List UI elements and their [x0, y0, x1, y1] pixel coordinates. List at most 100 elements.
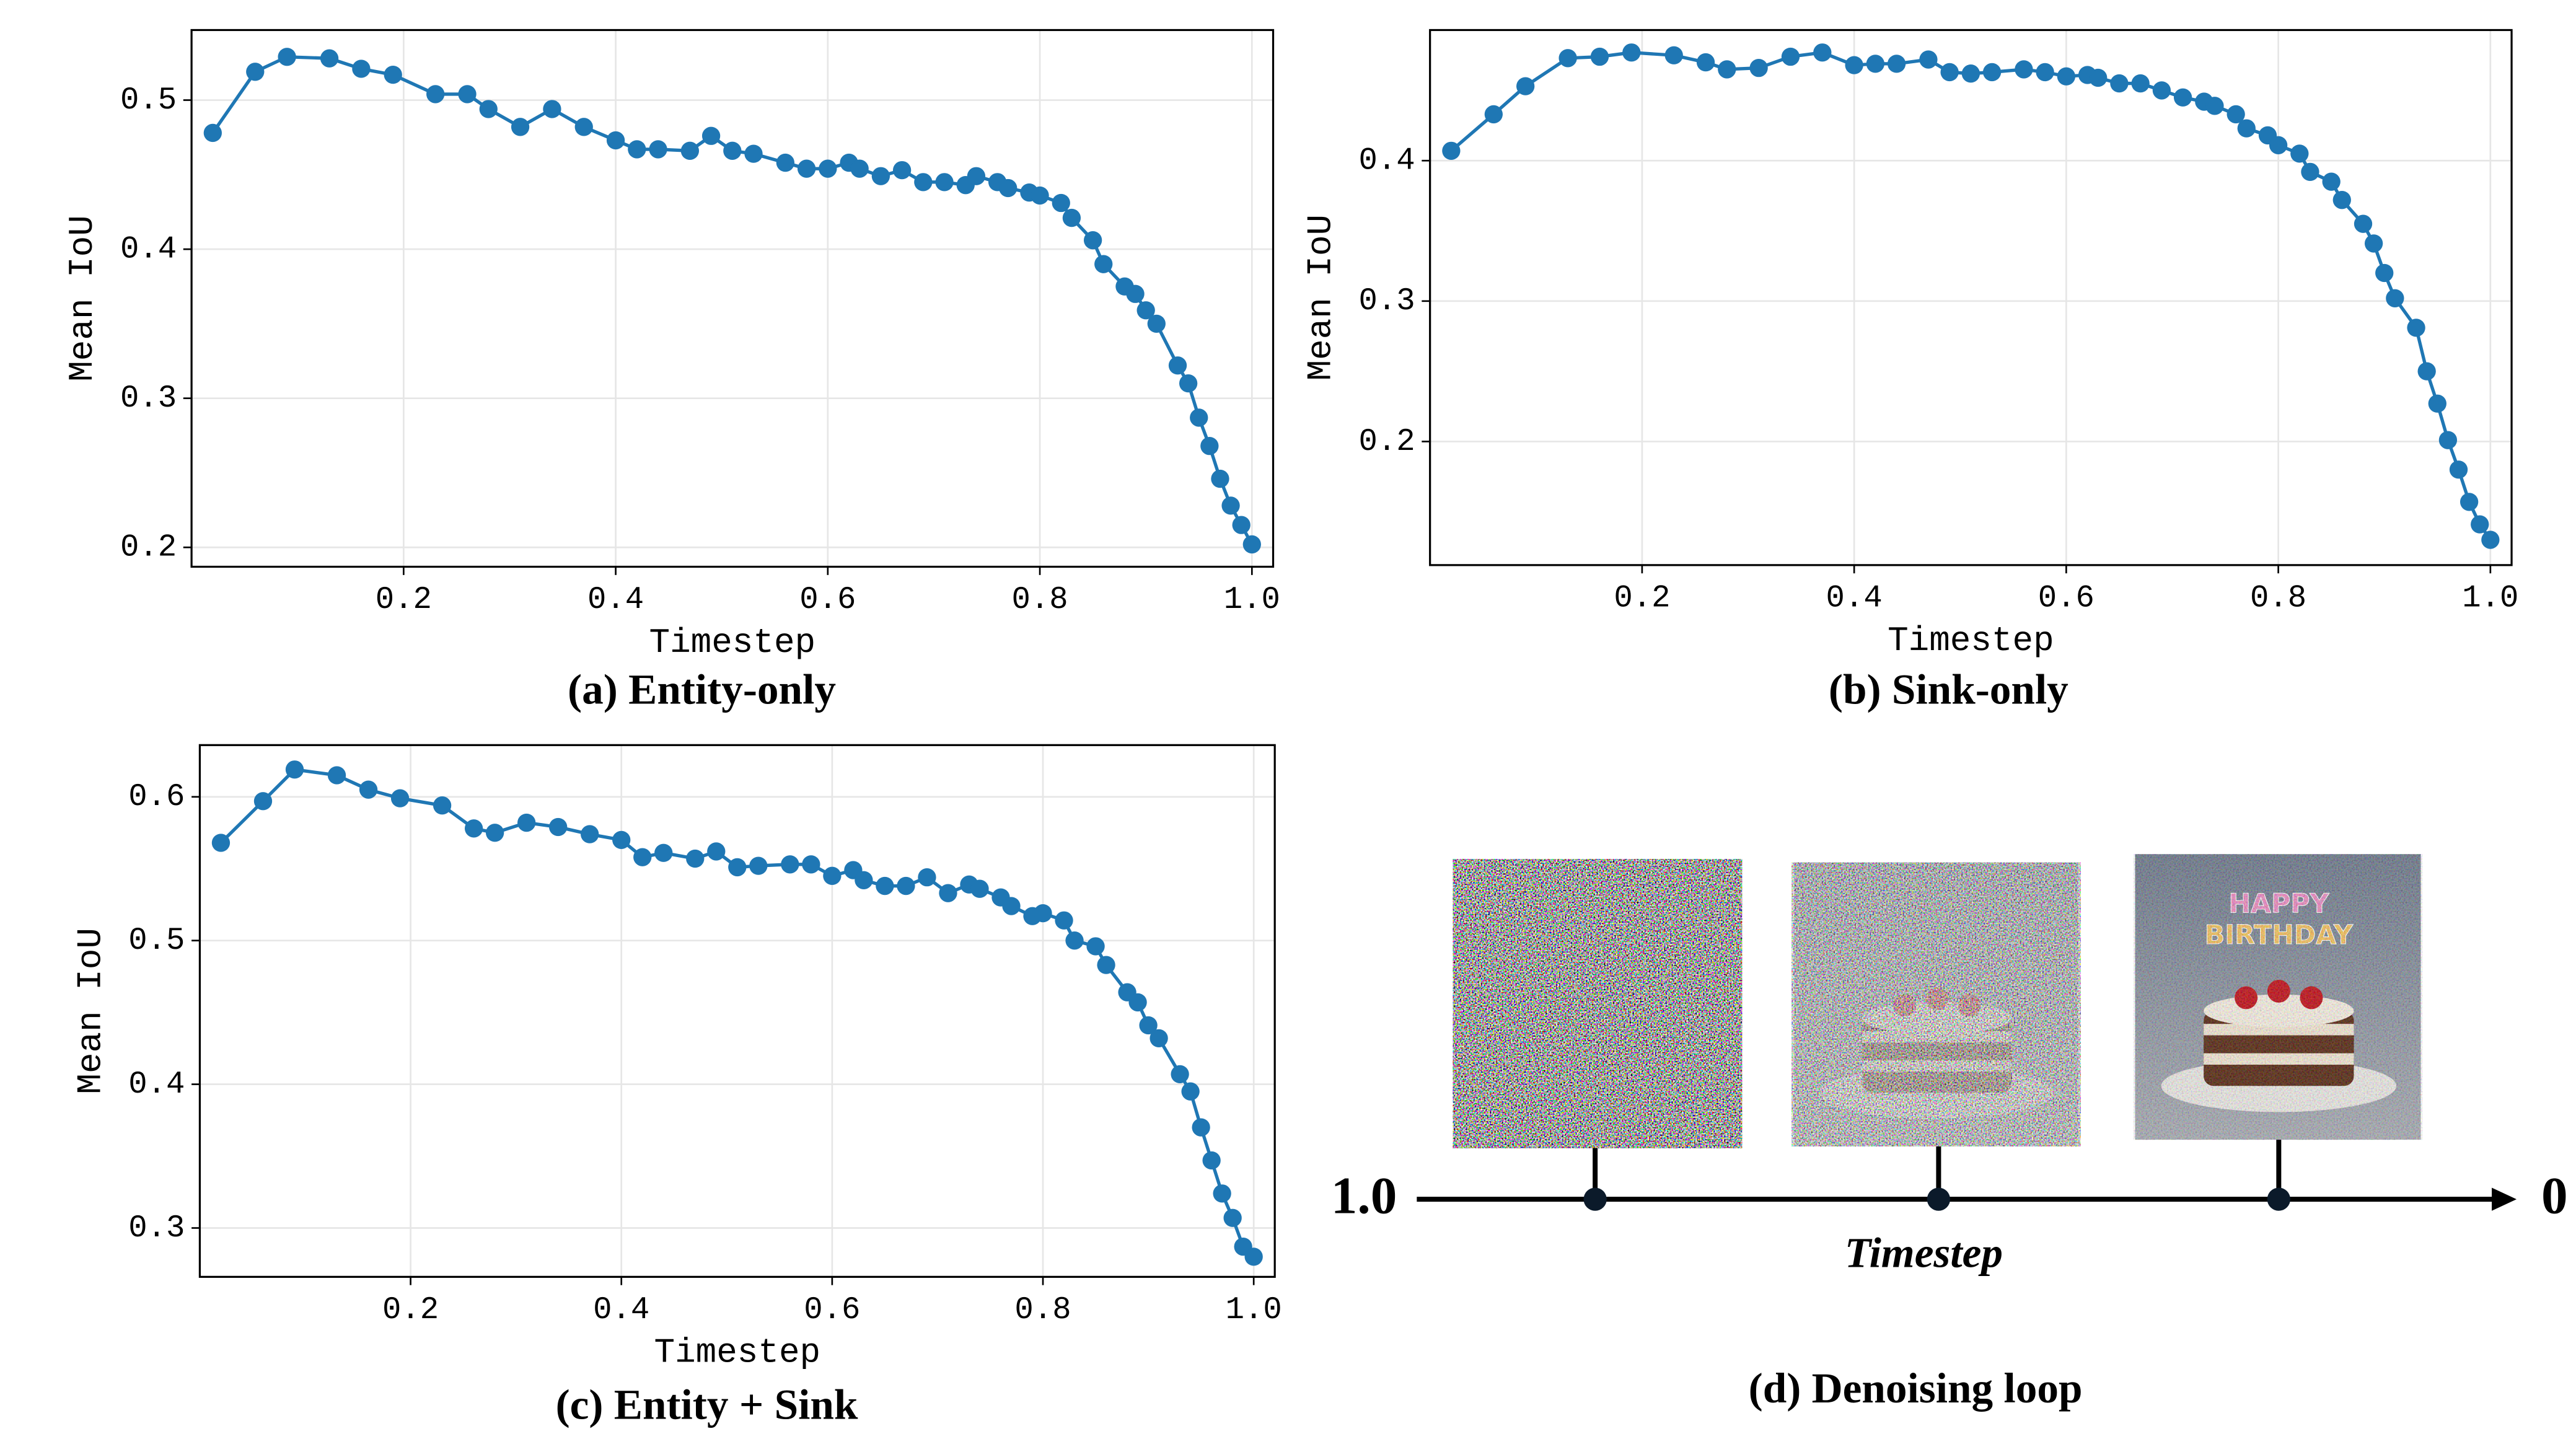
marker [781, 855, 799, 874]
marker [2375, 263, 2394, 283]
y-tick-label: 0.5 [120, 83, 177, 118]
marker [1034, 904, 1052, 923]
marker [1147, 314, 1166, 333]
marker [1086, 937, 1105, 956]
marker [320, 49, 339, 68]
marker [1664, 46, 1683, 64]
marker [485, 824, 504, 842]
x-axis-label: Timestep [654, 1333, 821, 1373]
panel-d: HAPPY BIRTHDAY 1.0 0 Timestep (d) Denois… [1331, 854, 2568, 1412]
marker [1179, 374, 1198, 393]
marker [606, 131, 625, 150]
marker [581, 825, 599, 843]
marker [819, 159, 837, 178]
x-tick-label: 0.6 [804, 1293, 860, 1328]
marker [1211, 469, 1229, 488]
marker [876, 876, 894, 896]
marker [1190, 408, 1208, 427]
marker [479, 100, 498, 118]
marker [285, 760, 304, 779]
marker [649, 140, 667, 159]
x-tick-label: 0.6 [2038, 581, 2095, 617]
marker [2290, 144, 2309, 163]
axis-label: Timestep [1845, 1228, 2003, 1276]
marker [1200, 436, 1219, 455]
marker [967, 167, 986, 185]
marker [1171, 1065, 1189, 1084]
marker [1887, 55, 1906, 73]
marker [939, 884, 957, 902]
marker [2354, 214, 2373, 233]
y-tick-label: 0.3 [128, 1211, 185, 1246]
marker [2237, 119, 2256, 138]
marker [1813, 43, 1832, 62]
marker [850, 159, 869, 178]
marker [2089, 68, 2108, 87]
plot-frame [198, 744, 1276, 1278]
marker [426, 85, 445, 103]
marker [253, 792, 273, 811]
marker [2301, 162, 2319, 181]
start-label: 1.0 [1331, 1166, 1397, 1225]
end-label: 0 [2541, 1166, 2568, 1225]
marker [278, 48, 296, 66]
marker [2438, 431, 2458, 449]
marker [802, 855, 820, 874]
marker [628, 140, 646, 159]
step-dot [1927, 1187, 1951, 1211]
x-axis-label: Timestep [1888, 621, 2054, 661]
marker [359, 780, 378, 799]
marker [517, 813, 536, 832]
marker [1055, 911, 1073, 930]
marker [574, 118, 593, 136]
marker [914, 173, 933, 191]
marker [1002, 897, 1021, 915]
marker [918, 868, 936, 887]
marker [1213, 1184, 1231, 1203]
marker [892, 161, 912, 180]
marker [1244, 1248, 1263, 1266]
marker [211, 834, 231, 852]
y-tick-label: 0.4 [120, 232, 177, 267]
marker [2057, 67, 2076, 86]
marker [707, 842, 726, 861]
y-tick-label: 0.6 [128, 780, 185, 815]
marker [728, 858, 747, 877]
x-tick-label: 0.2 [1614, 581, 1670, 617]
marker [1442, 141, 1461, 161]
y-tick-label: 0.2 [120, 530, 177, 566]
y-tick-label: 0.4 [1359, 144, 1415, 179]
marker [2015, 60, 2033, 79]
marker [390, 789, 410, 808]
line [1450, 51, 2492, 541]
marker [871, 167, 890, 185]
marker [327, 766, 346, 785]
marker [384, 65, 402, 84]
marker [352, 59, 371, 78]
y-tick-label: 0.3 [120, 381, 177, 416]
marker [2460, 493, 2479, 511]
marker [2332, 191, 2351, 209]
x-tick-label: 0.2 [382, 1293, 439, 1328]
marker [1866, 55, 1885, 73]
x-tick-label: 0.6 [799, 583, 856, 618]
marker [612, 830, 631, 850]
noise-image [1453, 859, 1743, 1148]
y-axis-label: Mean IoU [63, 215, 102, 382]
marker [1126, 284, 1145, 303]
x-tick-label: 0.8 [2250, 581, 2306, 617]
marker [654, 843, 673, 862]
x-tick-label: 1.0 [1226, 1293, 1282, 1328]
marker [1696, 53, 1715, 72]
y-axis-label: Mean IoU [71, 928, 110, 1094]
marker [723, 141, 742, 160]
marker [1136, 301, 1155, 320]
marker [680, 141, 700, 160]
marker [2152, 81, 2171, 100]
marker [1097, 956, 1115, 974]
marker [701, 126, 721, 145]
marker [1919, 50, 1938, 69]
line [219, 767, 1255, 1258]
